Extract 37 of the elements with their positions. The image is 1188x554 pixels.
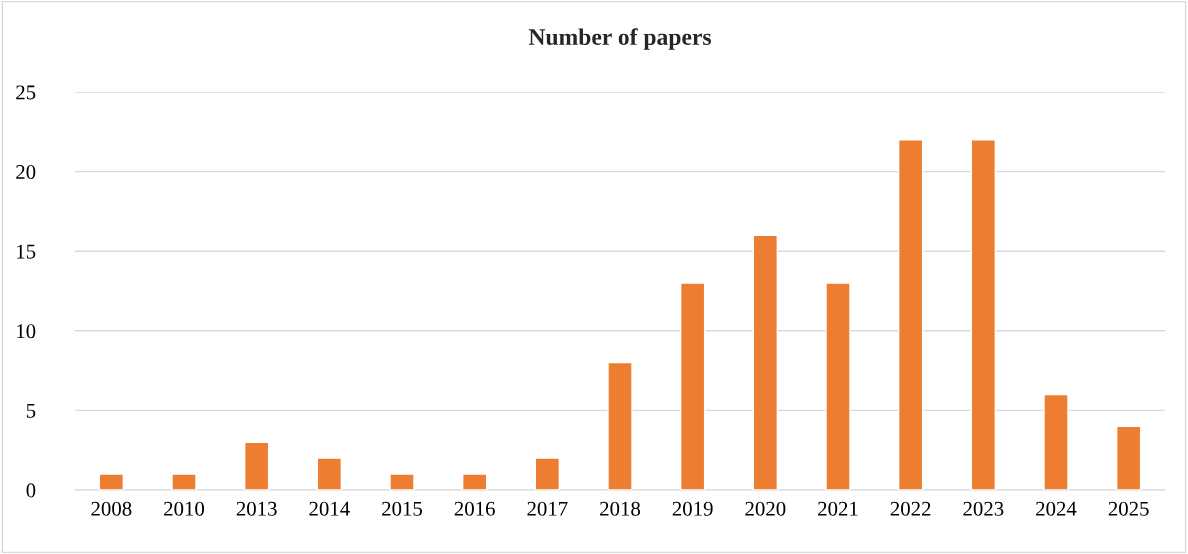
bar	[316, 457, 343, 490]
bar	[679, 282, 706, 490]
x-tick-label: 2016	[454, 501, 495, 516]
bar	[171, 473, 197, 490]
bar	[752, 234, 779, 490]
bar	[1115, 425, 1142, 490]
y-tick-label: 15	[17, 244, 36, 259]
x-tick-label: 2021	[818, 501, 858, 516]
x-tick-label: 2013	[236, 501, 277, 516]
chart-title: Number of papers	[528, 28, 712, 50]
y-tick-label: 5	[26, 403, 36, 418]
bar	[970, 139, 997, 490]
bar	[389, 473, 415, 490]
x-tick-label: 2019	[672, 501, 713, 516]
bar	[98, 473, 125, 490]
x-tick-label: 2015	[382, 501, 423, 516]
x-tick-label: 2008	[91, 501, 132, 516]
x-tick-label: 2010	[164, 501, 205, 516]
y-tick-label: 10	[17, 324, 36, 339]
y-tick-label: 0	[26, 483, 36, 498]
bar	[607, 361, 633, 490]
x-tick-label: 2023	[963, 501, 1004, 516]
bar	[897, 139, 924, 490]
x-tick-label: 2018	[600, 501, 641, 516]
x-tick-label: 2024	[1036, 501, 1077, 516]
y-tick-label: 20	[16, 164, 36, 180]
x-tick-label: 2022	[890, 501, 931, 516]
y-tick-label: 25	[16, 85, 36, 100]
bar	[1043, 393, 1069, 490]
bar	[534, 457, 561, 490]
x-tick-label: 2020	[745, 501, 786, 516]
x-tick-label: 2017	[527, 501, 568, 516]
x-tick-label: 2014	[309, 501, 350, 516]
bar	[461, 473, 488, 490]
bar	[243, 441, 270, 490]
bar	[825, 282, 851, 490]
x-tick-label: 2025	[1108, 501, 1149, 516]
